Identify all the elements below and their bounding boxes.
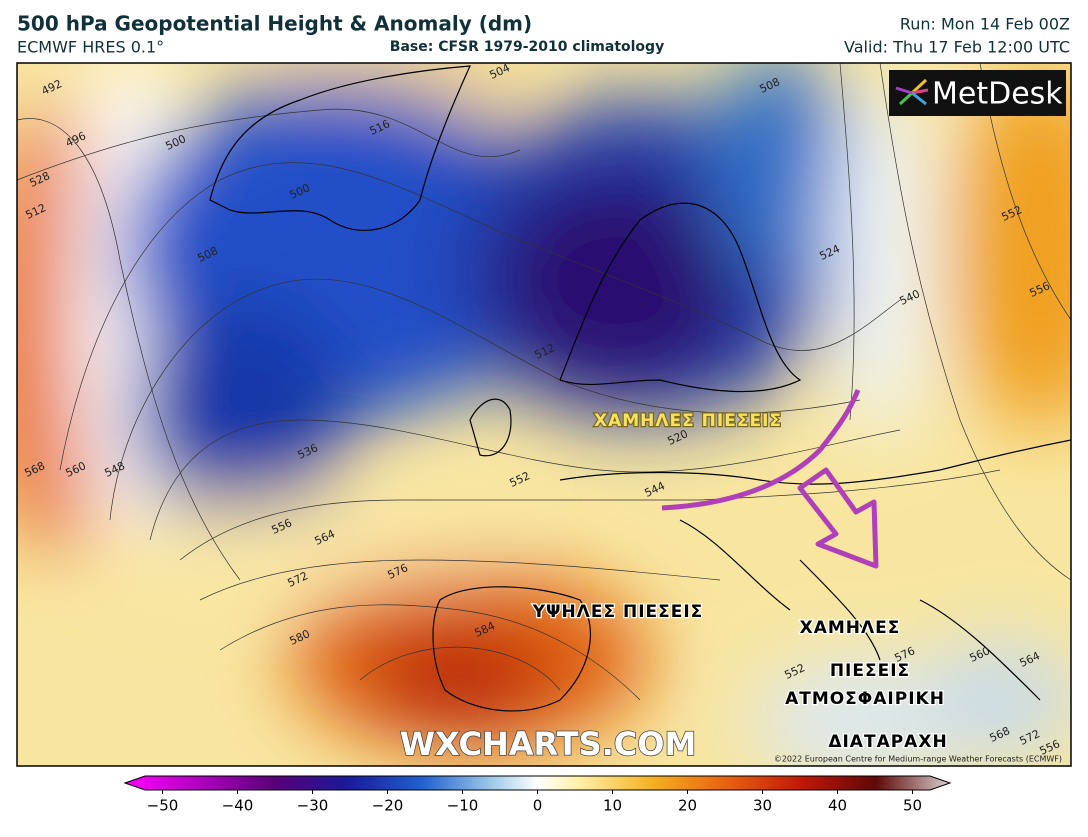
colorbar-tick-label: 0 <box>533 797 543 815</box>
colorbar-tick-label: −10 <box>447 797 479 815</box>
valid: Valid: Thu 17 Feb 12:00 UTC <box>844 38 1070 57</box>
map-field <box>17 63 1071 766</box>
annotation: ΧΑΜΗΛΕΣ <box>800 618 901 638</box>
copyright: ©2022 European Centre for Medium-range W… <box>774 755 1062 764</box>
base: Base: CFSR 1979-2010 climatology <box>390 39 664 55</box>
map-frame <box>16 62 1072 767</box>
colorbar-fill <box>123 775 952 791</box>
annotation: ΥΨΗΛΕΣ ΠΙΕΣΕΙΣ <box>532 602 704 622</box>
colorbar-tick-label: −30 <box>297 797 329 815</box>
logo-text: MetDesk <box>932 77 1063 112</box>
colorbar-tick-label: 40 <box>828 797 847 815</box>
annotations: ΧΑΜΗΛΕΣ ΠΙΕΣΕΙΣ ΥΨΗΛΕΣ ΠΙΕΣΕΙΣ ΧΑΜΗΛΕΣ ΠΙΕΣ… <box>530 410 947 754</box>
colorbar-tick-label: 50 <box>903 797 922 815</box>
watermark: WXCHARTS.COM <box>400 725 697 763</box>
title: 500 hPa Geopotential Height & Anomaly (d… <box>17 12 532 36</box>
annotation: ΑΤΜΟΣΦΑΙΡΙΚΗ <box>785 689 945 709</box>
colorbar-tick-label: 30 <box>753 797 772 815</box>
colorbar: −50 −40 −30 −20 −10 0 10 20 30 40 50 <box>123 775 952 815</box>
colorbar-tick-label: −20 <box>372 797 404 815</box>
colorbar-tick-label: 20 <box>678 797 697 815</box>
colorbar-tick-label: −40 <box>222 797 254 815</box>
annotation: ΧΑΜΗΛΕΣ ΠΙΕΣΕΙΣ <box>594 411 782 431</box>
logo-icon <box>895 78 929 106</box>
annotation: ΠΙΕΣΕΙΣ <box>830 661 910 681</box>
model: ECMWF HRES 0.1° <box>17 38 164 57</box>
colorbar-tick-label: 10 <box>603 797 622 815</box>
annotation: ΔΙΑΤΑΡΑΧΗ <box>828 732 947 752</box>
colorbar-tick-label: −50 <box>147 797 179 815</box>
run: Run: Mon 14 Feb 00Z <box>900 15 1070 34</box>
